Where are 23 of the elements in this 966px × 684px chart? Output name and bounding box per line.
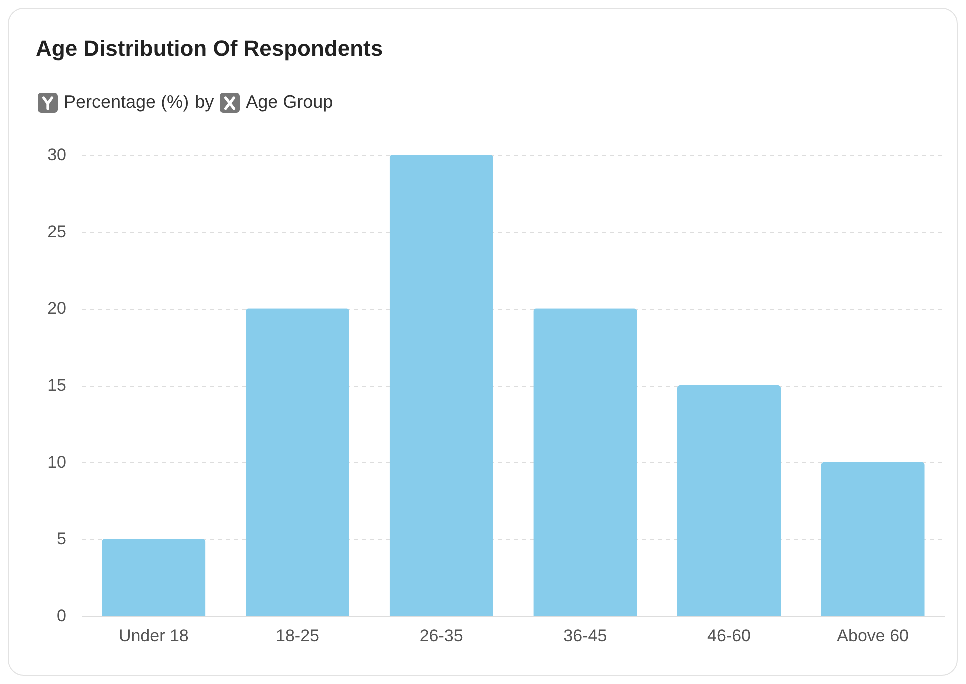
bar [102, 539, 206, 616]
text: by [195, 92, 214, 113]
x-tick-label: Above 60 [837, 626, 910, 646]
bar [677, 386, 782, 616]
y-tick-label: 20 [48, 299, 66, 318]
x-tick-label: 46-60 [708, 626, 751, 646]
bar [390, 155, 494, 616]
x-tick-label: 36-45 [564, 626, 608, 646]
y-tick-label: 15 [48, 376, 66, 395]
y-tick-label: 25 [48, 222, 66, 242]
y-tick-label: 0 [57, 606, 66, 626]
bar [246, 308, 350, 616]
y-tick-label: 30 [48, 146, 66, 164]
bar [534, 308, 638, 616]
x-tick-label: Under 18 [118, 626, 189, 646]
x-tick-label: 26-35 [420, 626, 464, 646]
x-tick-label: 18-25 [276, 626, 320, 646]
x-axis-title: Age Group [246, 92, 334, 113]
bar [821, 462, 925, 616]
chart-title: Age Distribution Of Respondents [36, 36, 384, 62]
y-axis-title: Percentage (%) [64, 92, 190, 113]
y-tick-label: 10 [48, 452, 66, 472]
y-tick-label: 5 [57, 530, 66, 549]
